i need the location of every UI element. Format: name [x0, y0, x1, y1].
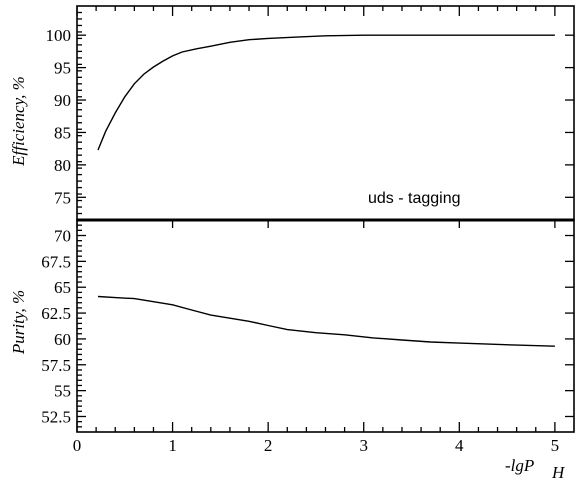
bottom-ytick-label: 65 — [54, 278, 71, 297]
bottom-ytick-label: 52.5 — [41, 407, 71, 426]
efficiency-curve — [97, 34, 555, 151]
xtick-label: 4 — [455, 436, 464, 455]
data-curves — [97, 34, 555, 347]
top-ytick-label: 85 — [54, 123, 71, 142]
xlabel-subscript: H — [551, 463, 566, 482]
xtick-label: 0 — [73, 436, 82, 455]
bottom-ytick-label: 62.5 — [41, 304, 71, 323]
top-ytick-label: 90 — [54, 91, 71, 110]
bottom-ytick-label: 67.5 — [41, 252, 71, 271]
top-ytick-label: 95 — [54, 59, 71, 78]
xtick-label: 5 — [551, 436, 560, 455]
xtick-label: 3 — [359, 436, 368, 455]
top-panel-frame — [76, 5, 575, 221]
bottom-ylabel: Purity, % — [9, 290, 28, 355]
top-ytick-label: 75 — [54, 188, 71, 207]
bottom-ytick-label: 70 — [54, 227, 71, 246]
bottom-ytick-label: 60 — [54, 330, 71, 349]
xlabel: -lgP — [505, 456, 534, 475]
axis-titles: Efficiency, % Purity, % uds - tagging -lgP H — [9, 76, 566, 482]
purity-curve — [97, 295, 555, 347]
bottom-ytick-label: 55 — [54, 382, 71, 401]
axis-ticks — [76, 6, 574, 432]
xtick-label: 1 — [168, 436, 177, 455]
top-ylabel: Efficiency, % — [9, 76, 28, 167]
tick-labels: 75 80 85 90 95 100 52.5 55 57.5 60 62.5 65 67.5 70 0 1 2… — [41, 26, 559, 455]
bottom-panel-frame — [76, 219, 575, 433]
annotation-uds-tagging: uds - tagging — [368, 190, 461, 207]
panel-frames — [76, 5, 575, 433]
top-ytick-label: 100 — [46, 26, 72, 45]
xtick-label: 2 — [264, 436, 273, 455]
top-ytick-label: 80 — [54, 156, 71, 175]
bottom-ytick-label: 57.5 — [41, 356, 71, 375]
